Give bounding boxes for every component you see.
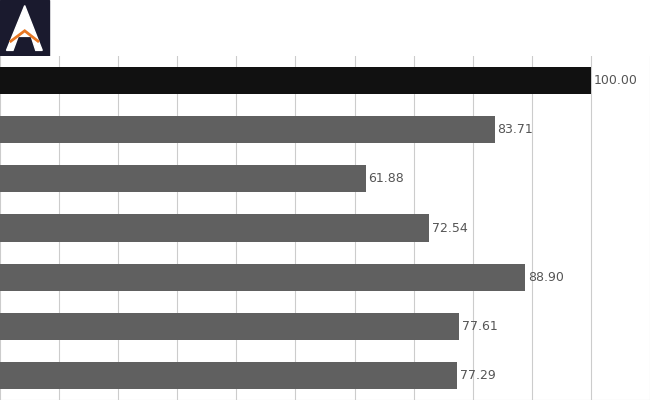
Text: SPECfp2006(C/C++) - Rosetta2 vs Native Score %: SPECfp2006(C/C++) - Rosetta2 vs Native S…	[55, 7, 599, 26]
Text: 77.29: 77.29	[460, 369, 495, 382]
Text: 100.00: 100.00	[594, 74, 638, 87]
Text: Score % of Native - Higher is Better: Score % of Native - Higher is Better	[55, 37, 278, 50]
Bar	[0, 0, 49, 56]
Bar	[0, 264, 525, 291]
Bar	[0, 362, 457, 389]
Bar	[0, 67, 591, 94]
Text: 88.90: 88.90	[528, 271, 564, 284]
Text: 61.88: 61.88	[369, 172, 404, 185]
Text: 72.54: 72.54	[432, 222, 467, 234]
Bar	[0, 165, 366, 192]
Polygon shape	[6, 6, 42, 50]
Bar	[0, 313, 459, 340]
Text: 77.61: 77.61	[462, 320, 497, 333]
Bar	[0, 116, 495, 143]
Text: 83.71: 83.71	[498, 123, 534, 136]
Bar	[0, 214, 428, 242]
